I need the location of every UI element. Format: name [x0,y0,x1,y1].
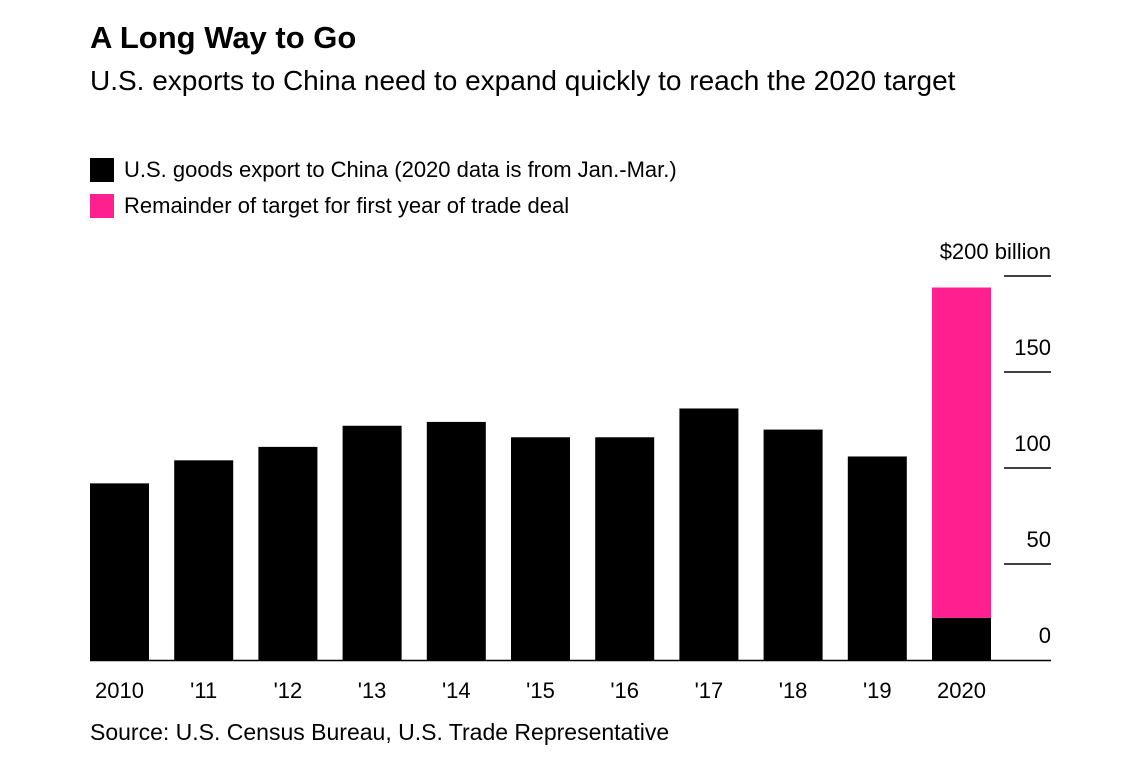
x-tick-label-2: '12 [274,678,303,703]
source-note: Source: U.S. Census Bureau, U.S. Trade R… [90,719,670,745]
bar-export-7 [679,408,739,660]
bar-export-2 [258,446,318,660]
y-tick-label-2: 100 [1014,431,1051,456]
x-tick-label-3: '13 [358,678,387,703]
x-tick-label-8: '18 [779,678,808,703]
chart-subtitle: U.S. exports to China need to expand qui… [90,65,956,96]
x-tick-label-7: '17 [695,678,724,703]
bar-export-3 [342,425,402,660]
bar-export-1 [174,460,234,660]
legend-swatch-remainder [90,194,114,218]
legend-label-remainder: Remainder of target for first year of tr… [124,193,570,218]
x-tick-label-4: '14 [442,678,471,703]
bar-export-4 [426,421,486,660]
x-tick-label-1: '11 [190,678,217,703]
legend-swatch-exports [90,158,114,182]
bar-export-5 [511,437,570,660]
y-tick-label-4: $200 billion [940,239,1051,264]
x-tick-label-5: '15 [526,678,555,703]
x-tick-label-6: '16 [610,678,639,703]
x-tick-label-10: 2020 [937,678,986,703]
legend: U.S. goods export to China (2020 data is… [90,152,677,224]
x-tick-label-0: 2010 [95,678,144,703]
chart-title: A Long Way to Go [90,20,357,55]
legend-item-remainder: Remainder of target for first year of tr… [90,188,677,224]
bar-export-8 [763,429,823,660]
bar-export-6 [595,437,655,660]
legend-item-exports: U.S. goods export to China (2020 data is… [90,152,677,188]
bar-export-10 [932,617,991,660]
bar-export-9 [847,456,907,660]
y-tick-label-1: 50 [1027,527,1051,552]
bar-export-0 [90,483,149,660]
bar-remainder-10 [932,287,991,618]
legend-label-exports: U.S. goods export to China (2020 data is… [124,157,677,182]
y-tick-label-3: 150 [1014,335,1051,360]
y-tick-label-0: 0 [1039,623,1051,648]
x-tick-label-9: '19 [863,678,892,703]
